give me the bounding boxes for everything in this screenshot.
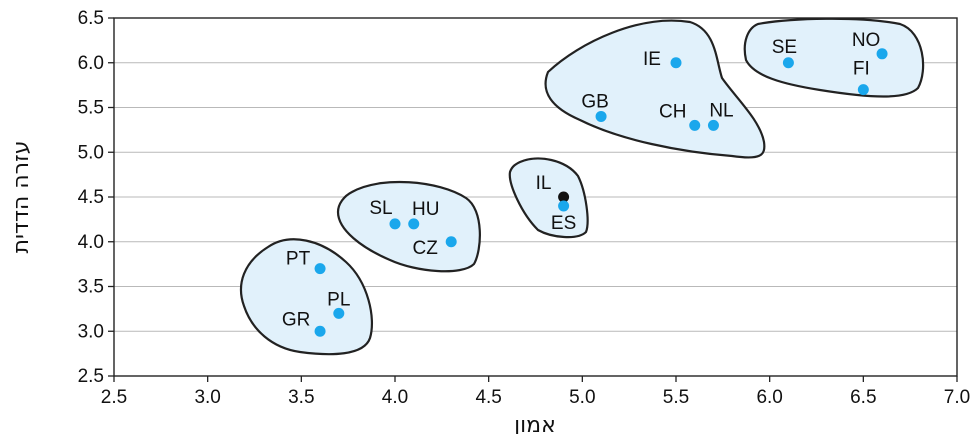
x-tick-label: 4.5 bbox=[475, 387, 501, 408]
cluster-region-2 bbox=[336, 180, 481, 273]
cluster-region-1 bbox=[239, 238, 374, 356]
x-tick-label: 2.5 bbox=[101, 387, 127, 408]
point-cz bbox=[445, 236, 457, 248]
point-ch bbox=[689, 119, 701, 131]
point-label-se: SE bbox=[772, 37, 797, 58]
y-tick-label: 5.0 bbox=[78, 142, 104, 163]
point-se bbox=[782, 57, 794, 69]
y-tick-label: 3.0 bbox=[78, 321, 104, 342]
y-tick-label: 5.5 bbox=[78, 98, 104, 119]
point-label-sl: SL bbox=[369, 198, 392, 219]
x-tick-label: 5.0 bbox=[569, 387, 595, 408]
point-fi bbox=[857, 84, 869, 96]
point-label-il: IL bbox=[536, 173, 552, 194]
cluster-region-4 bbox=[544, 19, 766, 159]
point-label-gr: GR bbox=[282, 309, 311, 330]
y-tick-label: 2.5 bbox=[78, 366, 104, 387]
point-ie bbox=[670, 57, 682, 69]
point-hu bbox=[408, 218, 420, 230]
point-sl bbox=[389, 218, 401, 230]
x-tick-label: 6.0 bbox=[756, 387, 782, 408]
point-label-cz: CZ bbox=[413, 238, 439, 259]
point-nl bbox=[707, 119, 719, 131]
tick-layer: 2.5 3.0 3.5 4.0 4.5 5.0 5.5 6.0 6.5 2.5 3.0 3.5 4.0 4… bbox=[78, 8, 971, 408]
y-tick-label: 6.5 bbox=[78, 8, 104, 29]
point-no bbox=[876, 48, 888, 60]
y-tick-label: 6.0 bbox=[78, 53, 104, 74]
point-il bbox=[558, 191, 570, 203]
point-gb bbox=[595, 110, 607, 122]
cluster-region-3 bbox=[508, 157, 589, 239]
point-label-ch: CH bbox=[659, 101, 686, 122]
point-label-no: NO bbox=[852, 30, 881, 51]
x-tick-label: 3.0 bbox=[194, 387, 220, 408]
point-label-pl: PL bbox=[327, 289, 350, 310]
point-gr bbox=[314, 325, 326, 337]
point-label-es: ES bbox=[551, 213, 576, 234]
point-label-hu: HU bbox=[412, 199, 439, 220]
cluster-layer bbox=[239, 17, 925, 356]
point-label-pt: PT bbox=[286, 249, 311, 270]
point-label-gb: GB bbox=[581, 91, 608, 112]
x-tick-label: 7.0 bbox=[944, 387, 970, 408]
x-tick-label: 3.5 bbox=[288, 387, 314, 408]
y-axis-title: עזרה הדדית bbox=[9, 141, 34, 254]
point-layer: PT PL GR SL HU CZ IL ES GB IE CH NL SE NO FI bbox=[282, 30, 888, 337]
point-label-fi: FI bbox=[853, 59, 870, 80]
x-tick-label: 4.0 bbox=[382, 387, 408, 408]
x-tick-label: 5.5 bbox=[663, 387, 689, 408]
point-es bbox=[558, 200, 570, 212]
x-tick-label: 6.5 bbox=[850, 387, 876, 408]
cluster-region-5 bbox=[743, 17, 925, 98]
y-tick-label: 3.5 bbox=[78, 277, 104, 298]
point-label-nl: NL bbox=[709, 100, 733, 121]
y-tick-label: 4.5 bbox=[78, 187, 104, 208]
point-pt bbox=[314, 263, 326, 275]
point-pl bbox=[333, 307, 345, 319]
point-label-ie: IE bbox=[643, 49, 661, 70]
y-tick-label: 4.0 bbox=[78, 232, 104, 253]
x-axis-title: אמון bbox=[514, 413, 556, 434]
